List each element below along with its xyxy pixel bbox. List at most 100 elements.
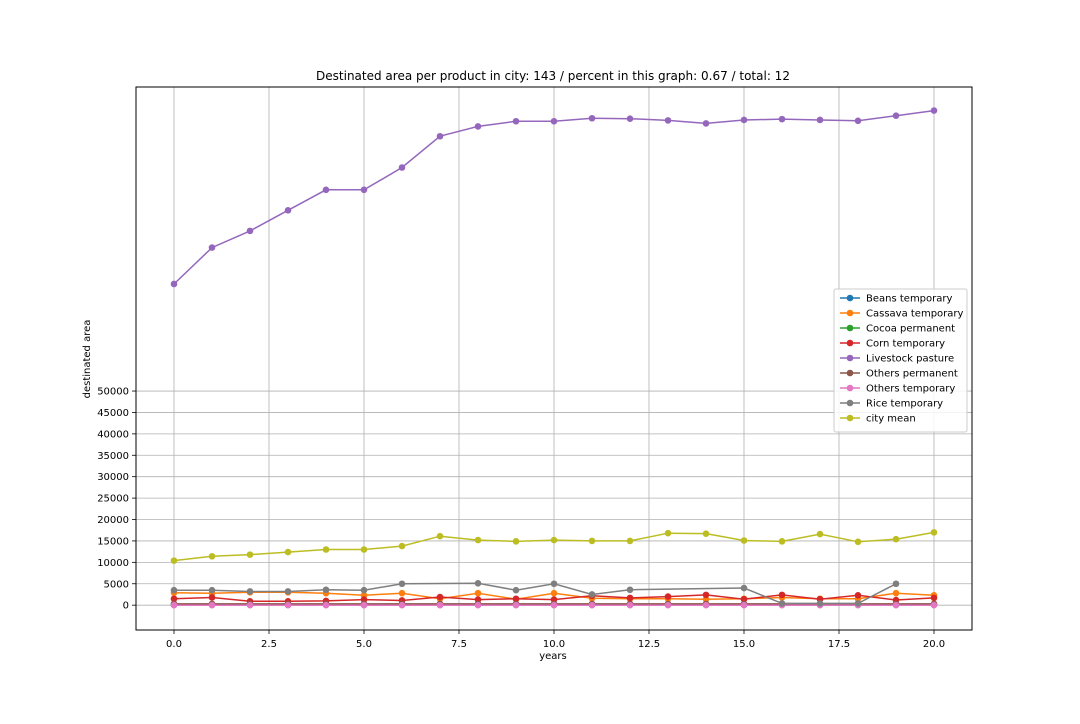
data-point-corn-temporary bbox=[778, 591, 786, 599]
x-axis-label: years bbox=[539, 651, 567, 662]
x-tick-label: 12.5 bbox=[638, 639, 660, 650]
x-tick-label: 15.0 bbox=[733, 639, 755, 650]
y-tick-label: 30000 bbox=[97, 472, 129, 483]
data-point-livestock-pasture bbox=[398, 164, 406, 171]
legend-marker bbox=[846, 354, 854, 362]
series-others-temporary bbox=[170, 601, 938, 609]
data-point-others-temporary bbox=[360, 601, 368, 609]
data-point-livestock-pasture bbox=[740, 116, 748, 124]
data-point-others-temporary bbox=[246, 601, 254, 609]
y-tick-label: 45000 bbox=[97, 408, 129, 419]
x-tick-label: 2.5 bbox=[261, 639, 277, 650]
data-point-cassava-temporary bbox=[398, 589, 406, 597]
y-tick-label: 50000 bbox=[97, 387, 129, 398]
data-point-city-mean bbox=[398, 542, 406, 550]
data-point-livestock-pasture bbox=[474, 123, 482, 130]
data-point-rice-temporary bbox=[588, 591, 596, 598]
data-point-rice-temporary bbox=[626, 586, 634, 594]
legend-item: Rice temporary bbox=[840, 399, 943, 410]
data-point-corn-temporary bbox=[626, 594, 634, 602]
data-point-others-temporary bbox=[284, 601, 292, 609]
y-tick-label: 0 bbox=[123, 601, 129, 612]
data-point-livestock-pasture bbox=[322, 186, 330, 194]
data-point-others-temporary bbox=[702, 601, 710, 609]
legend-label: Rice temporary bbox=[866, 399, 943, 410]
data-point-livestock-pasture bbox=[892, 112, 900, 119]
series-city-mean bbox=[170, 529, 938, 564]
legend-box bbox=[833, 288, 968, 433]
data-point-city-mean bbox=[702, 530, 710, 537]
data-point-rice-temporary bbox=[246, 588, 254, 595]
data-point-city-mean bbox=[930, 529, 938, 536]
data-point-city-mean bbox=[816, 530, 824, 538]
data-point-others-temporary bbox=[930, 601, 938, 609]
data-point-livestock-pasture bbox=[550, 117, 558, 125]
data-point-corn-temporary bbox=[208, 594, 216, 601]
data-point-city-mean bbox=[360, 546, 368, 553]
legend-marker bbox=[846, 384, 854, 392]
data-point-livestock-pasture bbox=[360, 186, 368, 194]
data-point-others-temporary bbox=[436, 601, 444, 609]
data-point-rice-temporary bbox=[474, 580, 482, 587]
series-livestock-pasture bbox=[170, 107, 938, 288]
data-point-rice-temporary bbox=[208, 586, 216, 594]
data-point-livestock-pasture bbox=[436, 132, 444, 140]
legend-label: Beans temporary bbox=[866, 294, 952, 305]
data-point-city-mean bbox=[588, 537, 596, 545]
data-point-city-mean bbox=[170, 557, 178, 564]
legend-label: Livestock pasture bbox=[866, 354, 954, 365]
data-point-city-mean bbox=[892, 535, 900, 543]
x-tick-label: 0.0 bbox=[166, 639, 182, 650]
data-point-city-mean bbox=[322, 546, 330, 553]
legend-label: Cocoa permanent bbox=[866, 324, 955, 335]
data-point-livestock-pasture bbox=[626, 115, 634, 122]
y-tick-label: 10000 bbox=[97, 558, 129, 569]
data-point-rice-temporary bbox=[816, 600, 824, 607]
x-tick-label: 5.0 bbox=[356, 639, 372, 650]
plot-series bbox=[170, 107, 938, 609]
data-point-rice-temporary bbox=[550, 580, 558, 588]
data-point-livestock-pasture bbox=[664, 117, 672, 124]
legend-marker bbox=[846, 399, 854, 407]
y-tick-label: 25000 bbox=[97, 494, 129, 505]
data-point-city-mean bbox=[550, 536, 558, 544]
legend-label: Others permanent bbox=[866, 369, 958, 380]
x-tick-label: 7.5 bbox=[451, 639, 467, 650]
y-axis-label: destinated area bbox=[82, 320, 93, 399]
data-point-city-mean bbox=[854, 538, 862, 546]
legend-item: city mean bbox=[840, 414, 916, 425]
data-point-city-mean bbox=[626, 537, 634, 545]
data-point-others-temporary bbox=[474, 601, 482, 609]
data-point-others-temporary bbox=[626, 601, 634, 609]
data-point-livestock-pasture bbox=[930, 107, 938, 114]
data-point-corn-temporary bbox=[702, 591, 710, 599]
data-point-city-mean bbox=[512, 538, 520, 545]
data-point-others-temporary bbox=[892, 601, 900, 609]
legend-marker bbox=[846, 339, 854, 347]
data-point-city-mean bbox=[284, 548, 292, 556]
data-point-livestock-pasture bbox=[512, 117, 520, 125]
legend-item: Cocoa permanent bbox=[840, 324, 955, 335]
legend-item: Others temporary bbox=[840, 384, 955, 395]
legend: Beans temporary Cassava temporary Cocoa pe… bbox=[833, 288, 968, 433]
legend-marker bbox=[846, 369, 854, 377]
data-point-city-mean bbox=[474, 536, 482, 544]
data-point-corn-temporary bbox=[436, 593, 444, 601]
data-point-livestock-pasture bbox=[816, 116, 824, 124]
y-tick-label: 15000 bbox=[97, 536, 129, 547]
y-tick-label: 35000 bbox=[97, 451, 129, 462]
data-point-livestock-pasture bbox=[588, 114, 596, 122]
data-point-others-temporary bbox=[398, 601, 406, 609]
data-point-city-mean bbox=[740, 537, 748, 544]
data-point-corn-temporary bbox=[664, 593, 672, 600]
series-rice-temporary bbox=[170, 580, 900, 607]
data-point-rice-temporary bbox=[284, 588, 292, 595]
data-point-livestock-pasture bbox=[208, 244, 216, 251]
data-point-city-mean bbox=[664, 529, 672, 537]
chart-title: Destinated area per product in city: 143… bbox=[316, 69, 790, 83]
y-axis-ticks: 0 5000 10000 15000 20000 25000 30000 35000 40000… bbox=[97, 387, 136, 612]
legend-item: Livestock pasture bbox=[840, 354, 954, 365]
data-point-rice-temporary bbox=[854, 600, 862, 607]
data-point-livestock-pasture bbox=[854, 117, 862, 125]
